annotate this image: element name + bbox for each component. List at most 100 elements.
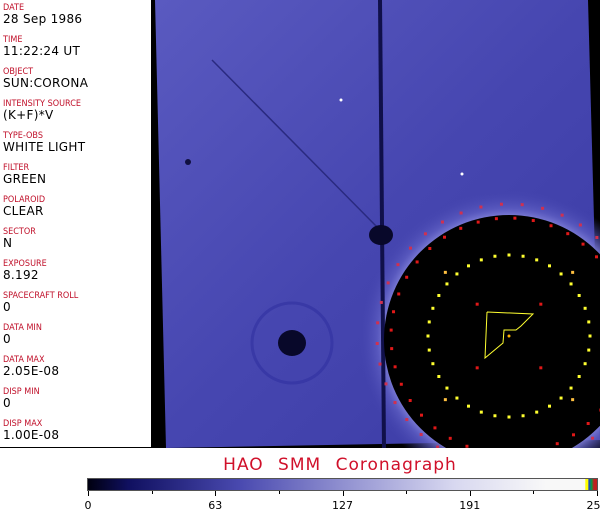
field-value: 8.192 [3,268,39,282]
field-disp-max: DISP MAX 1.00E-08 [3,419,59,442]
field-label: DATA MIN [3,323,42,333]
grid-dot [396,263,400,267]
grid-dot [459,211,463,215]
ring-dot [493,414,497,418]
colorbar-tick [342,491,344,496]
colorbar-tick-label: 63 [208,499,223,512]
ring-dot [569,282,573,286]
field-label: DATA MAX [3,355,45,365]
plot-title: HAO SMM Coronagraph [223,455,457,475]
grid-dot [442,235,446,239]
grid-dot [513,216,517,220]
ring-dot [535,410,539,414]
grid-dot [443,398,447,402]
colorbar-tick-label: 127 [332,499,353,512]
ring-dot [507,415,511,419]
grid-dot [433,426,437,430]
field-value: WHITE LIGHT [3,140,86,154]
grid-dot [384,382,388,386]
grid-dot [393,401,397,405]
ring-dot [467,404,470,408]
field-intensity-source: INTENSITY SOURCE (K+F)*V [3,99,90,122]
grid-dot [591,436,595,440]
colorbar-tick [469,491,471,496]
grid-dot [419,413,423,417]
ring-dot [427,348,431,352]
ring-dot [577,375,581,378]
colorbar-tick [215,491,217,496]
ring-dot [479,258,483,262]
field-disp-min: DISP MIN 0 [3,387,44,410]
ring-dot [493,254,497,258]
grid-dot [578,223,582,227]
grid-dot [408,246,412,250]
grid-dot [459,226,463,230]
grid-dot [436,445,440,448]
ring-dot [467,264,470,268]
sector-outline [484,311,535,360]
field-value: 0 [3,300,11,314]
field-label: TIME [3,35,23,45]
grid-dot [440,220,444,224]
colorbar-tick-label: 255 [586,499,600,512]
ring-dot [583,362,587,366]
grid-dot [415,260,419,264]
ring-dot [455,272,459,276]
grid-dot [423,232,427,236]
field-label: FILTER [3,163,30,173]
ring-dot [455,396,459,400]
ring-dot [437,375,441,378]
grid-dot [408,399,412,403]
field-value: 1.00E-08 [3,428,60,442]
grid-dot [389,328,393,332]
grid-dot [475,366,479,370]
grid-dot [555,442,559,446]
grid-dot [595,235,599,239]
field-label: POLAROID [3,195,46,205]
grid-dot [571,270,575,274]
header-info-panel: DATE 28 Sep 1986 TIME 11:22:24 UT OBJECT SUN:… [0,0,152,448]
field-value: 0 [3,332,11,346]
pylon-blob [369,225,393,245]
ring-dot [559,396,563,400]
grid-dot [405,275,409,279]
occulter-disk [384,215,600,448]
field-polaroid: POLAROID CLEAR [3,195,50,218]
field-filter: FILTER GREEN [3,163,46,186]
ring-dot [577,294,581,297]
grid-dot [443,270,447,274]
ring-dot [507,253,511,257]
grid-dot [379,300,383,304]
grid-dot [494,217,498,221]
grid-dot [560,213,564,217]
grid-dot [378,362,382,366]
field-label: EXPOSURE [3,259,47,269]
ring-dot [445,282,449,286]
grid-dot [399,382,403,386]
colorbar-tick-label: 191 [459,499,481,512]
grid-dot [392,310,396,314]
field-value: 28 Sep 1986 [3,12,83,26]
field-exposure: EXPOSURE 8.192 [3,259,52,282]
overlay-dots [375,202,600,448]
grid-dot [539,366,543,370]
dust-spot [278,330,306,356]
pylon-shadow [211,59,381,231]
field-sector: SECTOR N [3,227,40,250]
field-label: SECTOR [3,227,36,237]
grid-dot [549,224,553,228]
field-label: OBJECT [3,67,34,77]
grid-dot [476,220,480,224]
colorbar-tick [597,491,598,496]
ring-dot [426,334,430,338]
colorbar-tick-label: 0 [84,499,92,512]
grid-dot [428,246,432,250]
field-value: SUN:CORONA [3,76,89,90]
grid-dot [376,321,380,325]
field-value: 0 [3,396,11,410]
grid-dot [531,219,535,223]
grid-dot [520,203,524,207]
field-spacecraft-roll: SPACECRAFT ROLL 0 [3,291,87,314]
grid-dot [465,444,469,448]
ring-dot [437,294,441,297]
